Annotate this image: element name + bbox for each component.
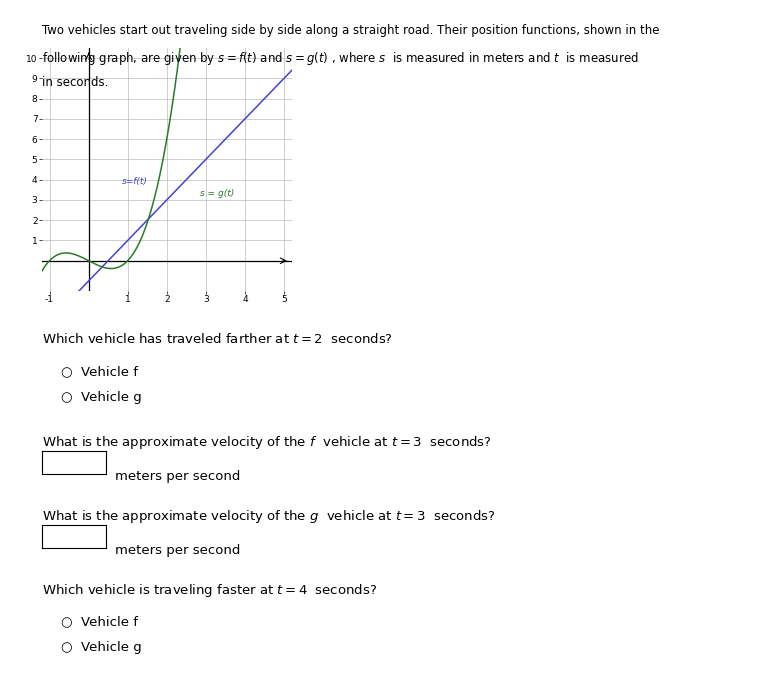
Text: ○  Vehicle g: ○ Vehicle g (61, 391, 142, 404)
Text: meters per second: meters per second (115, 470, 240, 483)
Text: meters per second: meters per second (115, 544, 240, 557)
Text: in seconds.: in seconds. (42, 76, 108, 89)
Text: s = g(t): s = g(t) (200, 189, 234, 198)
Text: Which vehicle has traveled farther at $t = 2$  seconds?: Which vehicle has traveled farther at $t… (42, 332, 393, 346)
Text: What is the approximate velocity of the $f$  vehicle at $t = 3$  seconds?: What is the approximate velocity of the … (42, 434, 491, 451)
Text: What is the approximate velocity of the $g$  vehicle at $t = 3$  seconds?: What is the approximate velocity of the … (42, 508, 495, 525)
Text: ○  Vehicle g: ○ Vehicle g (61, 641, 142, 654)
Text: ○  Vehicle f: ○ Vehicle f (61, 615, 138, 628)
Text: following graph, are given by $s = f(t)$ and $s = g(t)$ , where $s$  is measured: following graph, are given by $s = f(t)$… (42, 50, 638, 67)
Text: Which vehicle is traveling faster at $t = 4$  seconds?: Which vehicle is traveling faster at $t … (42, 582, 377, 599)
Text: ○  Vehicle f: ○ Vehicle f (61, 365, 138, 378)
Text: s=f(t): s=f(t) (122, 177, 148, 186)
Text: Two vehicles start out traveling side by side along a straight road. Their posit: Two vehicles start out traveling side by… (42, 24, 659, 37)
